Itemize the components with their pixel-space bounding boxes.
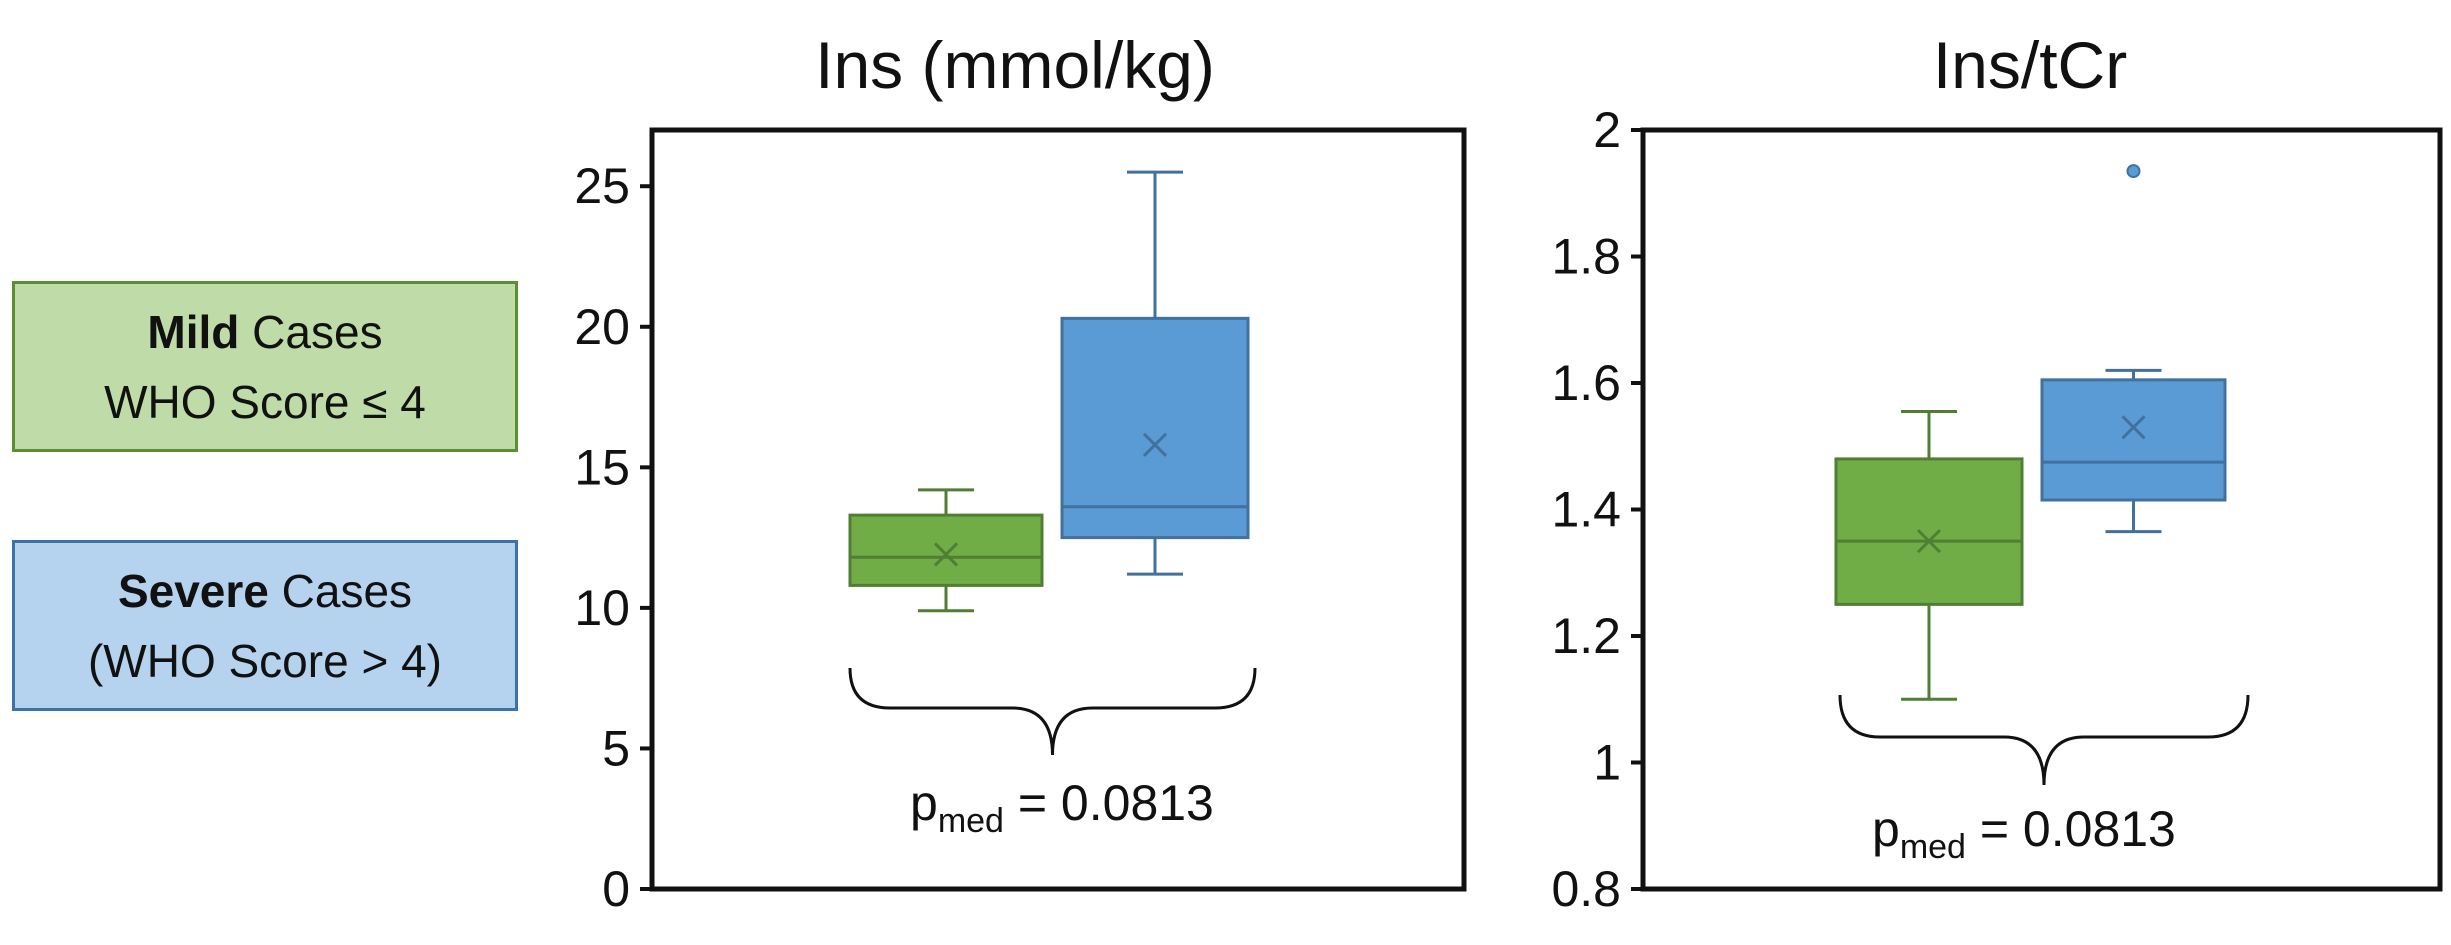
legend-severe-bold: Severe xyxy=(117,564,269,617)
chart-title: Ins (mmol/kg) xyxy=(815,28,1215,102)
box-series-mild xyxy=(848,488,1044,613)
mean-marker xyxy=(2121,415,2146,440)
y-tick-label: 1.8 xyxy=(1551,229,1621,285)
box-iqr xyxy=(1834,457,2024,606)
legend-mild-rest: Cases xyxy=(239,305,383,358)
comparison-brace xyxy=(1838,694,2250,786)
p-value-annotation: pmed = 0.0813 xyxy=(910,775,1214,840)
y-tick-label: 20 xyxy=(574,299,630,355)
y-tick-label: 1.6 xyxy=(1551,355,1621,411)
outlier-point xyxy=(2126,164,2141,179)
y-tick-label: 15 xyxy=(574,439,630,495)
box-series-mild xyxy=(1834,409,2024,701)
y-tick-label: 2 xyxy=(1593,102,1621,158)
comparison-brace xyxy=(848,667,1257,756)
y-tick-label: 5 xyxy=(602,720,630,776)
y-tick-label: 1.4 xyxy=(1551,482,1621,538)
chart-1: Ins (mmol/kg) 0 5 10 15 20 25 pmed = 0.0813 xyxy=(574,28,1467,917)
box-series-severe xyxy=(1060,170,1250,576)
y-tick-label: 0.8 xyxy=(1551,861,1621,917)
p-value-annotation: pmed = 0.0813 xyxy=(1872,801,2176,866)
plot-frame xyxy=(649,127,1467,892)
y-tick-label: 25 xyxy=(574,158,630,214)
y-tick-label: 1.2 xyxy=(1551,608,1621,664)
plot-frame xyxy=(1640,127,2443,892)
y-tick-label: 10 xyxy=(574,580,630,636)
chart-title: Ins/tCr xyxy=(1933,28,2127,102)
chart-2: Ins/tCr 0.8 1 1.2 1.4 1.6 1.8 2 pmed = 0.0813 xyxy=(1551,28,2443,917)
legend-mild-bold: Mild xyxy=(147,305,240,358)
mean-marker xyxy=(933,542,959,567)
mean-marker xyxy=(1142,432,1168,457)
y-tick-label: 0 xyxy=(602,861,630,917)
y-tick-label: 1 xyxy=(1593,735,1621,791)
legend-mild-line2: WHO Score ≤ 4 xyxy=(104,375,426,428)
legend-severe-rest: Cases xyxy=(268,564,413,617)
mean-marker xyxy=(1916,529,1942,554)
legend-severe-cases: Severe Cases (WHO Score > 4) xyxy=(12,540,518,711)
legend-mild-line1: Mild Cases xyxy=(147,297,382,367)
box-iqr xyxy=(2040,378,2227,502)
legend-mild-cases: Mild Cases WHO Score ≤ 4 xyxy=(12,281,518,452)
box-iqr xyxy=(1060,316,1250,540)
box-series-severe xyxy=(2040,164,2227,534)
legend-severe-line1: Severe Cases xyxy=(118,556,412,626)
legend-severe-line2: (WHO Score > 4) xyxy=(87,634,442,687)
box-iqr xyxy=(848,513,1044,587)
